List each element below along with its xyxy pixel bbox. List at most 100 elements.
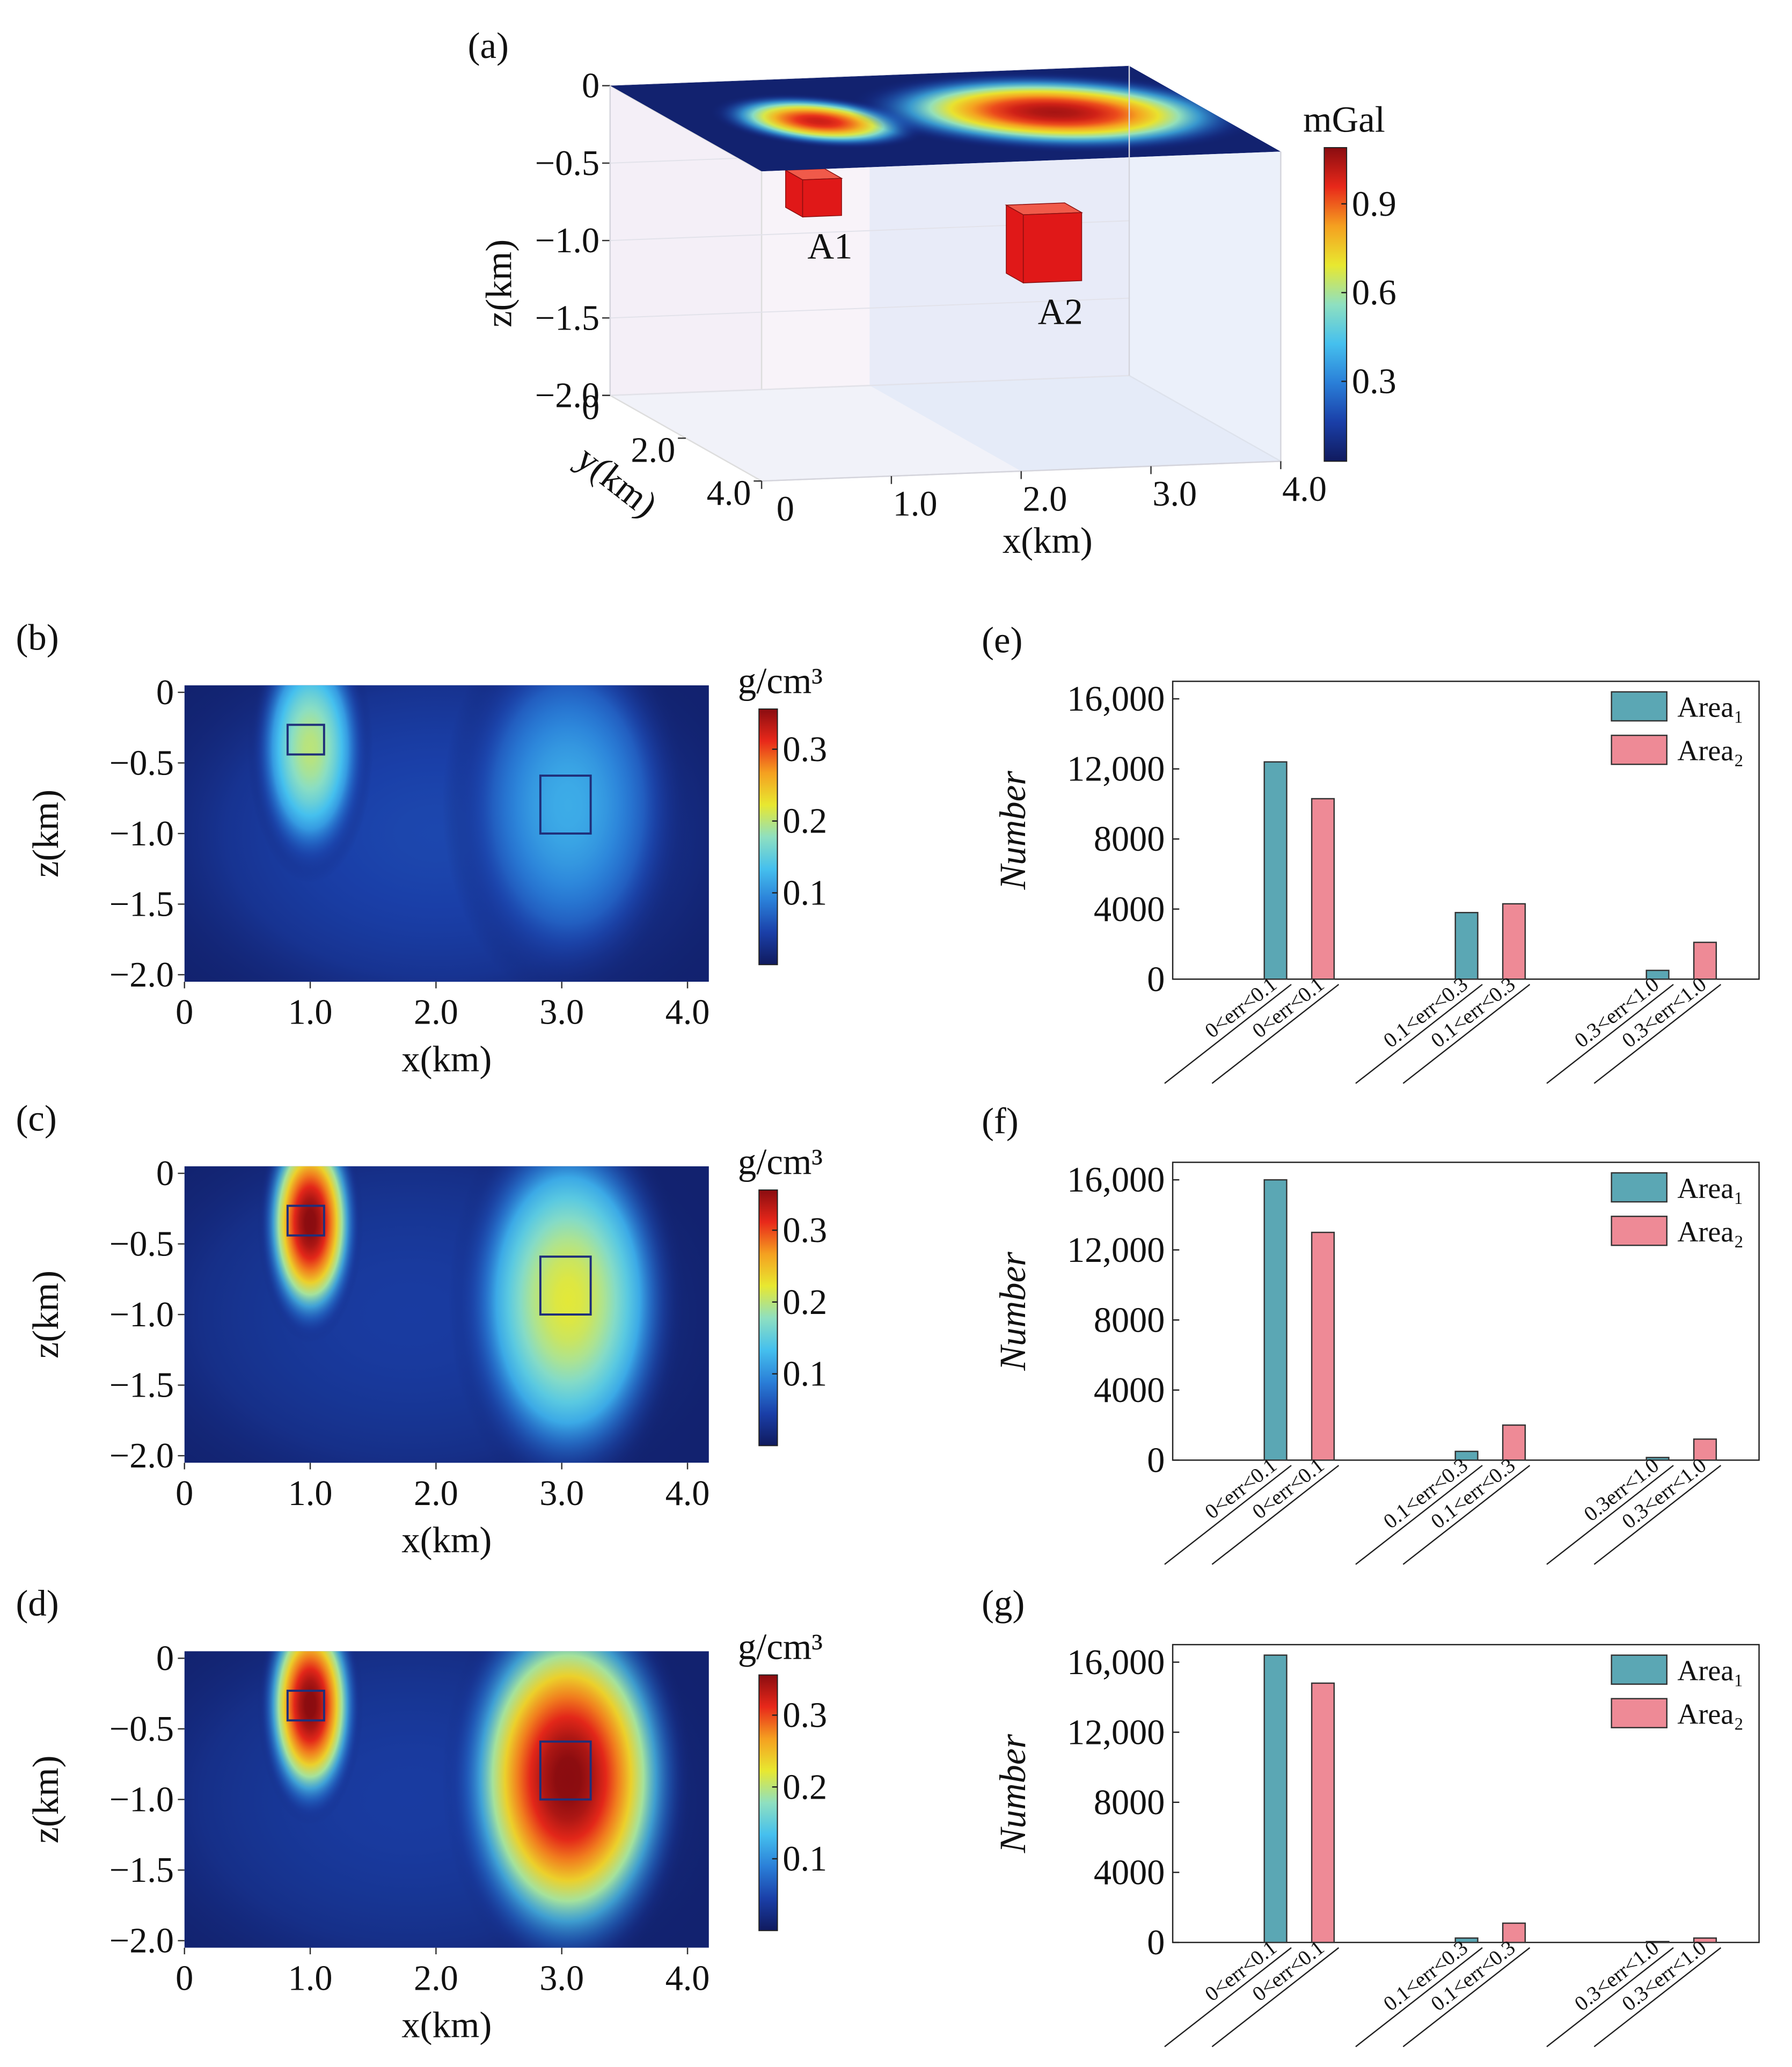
label-underline (1164, 1465, 1292, 1565)
x-tick-label: 0 (175, 1959, 193, 1998)
bar (1645, 969, 1670, 980)
density-map (184, 1651, 709, 1948)
bar (1263, 761, 1288, 980)
bar (1454, 1937, 1479, 1944)
y-tick-label: −0.5 (109, 1225, 174, 1264)
body-label: A2 (1038, 291, 1083, 332)
model-outline (286, 1204, 325, 1237)
colorbar-title: g/cm³ (738, 1626, 823, 1667)
y-tick-label: 16,000 (1067, 1643, 1165, 1682)
label-underline (1402, 1465, 1531, 1565)
y-axis-title: Number (992, 1252, 1033, 1371)
model-outline (539, 1740, 592, 1801)
plot-frame (1172, 1162, 1760, 1461)
label-underline (1164, 1947, 1292, 2048)
y-tick-label: 8000 (1094, 820, 1165, 859)
y-axis-title: z(km) (25, 790, 66, 878)
colorbar (1323, 147, 1348, 462)
x-tick-label: 1.0 (288, 993, 333, 1032)
label-underline (1593, 1947, 1722, 2048)
density-anomaly (442, 685, 694, 982)
panel-label: (d) (16, 1583, 58, 1624)
model-outline (286, 1690, 325, 1722)
legend-label: Area₁ (1677, 1654, 1744, 1686)
y-tick-label: −0.5 (109, 744, 174, 783)
legend-label: Area₁ (1677, 1172, 1744, 1204)
y-tick-label: −1.0 (109, 1295, 174, 1334)
label-underline (1211, 1465, 1340, 1565)
z-tick-label: −2.0 (535, 376, 599, 415)
legend-label: Area₂ (1677, 735, 1744, 767)
label-underline (1402, 984, 1531, 1084)
label-underline (1546, 1947, 1674, 2048)
label-underline (1164, 984, 1292, 1084)
grid-line (610, 65, 1130, 86)
panel-label: (b) (16, 617, 58, 658)
bar (1263, 1179, 1288, 1461)
z-axis-title: z(km) (479, 239, 520, 327)
x-tick-label: 2.0 (1023, 479, 1067, 518)
legend-swatch (1611, 1698, 1667, 1728)
model-outline (539, 1255, 592, 1316)
y-tick-label: 0 (156, 673, 174, 712)
y-tick-label: −1.0 (109, 814, 174, 853)
bar (1263, 1654, 1288, 1944)
label-underline (1402, 1947, 1531, 2048)
bar (1311, 1231, 1335, 1461)
y-tick-label: −1.5 (109, 1366, 174, 1405)
z-tick-label: −1.0 (535, 221, 599, 260)
bar (1454, 911, 1479, 980)
panel-label: (e) (982, 619, 1022, 660)
legend-swatch (1611, 734, 1667, 765)
x-axis-title: x(km) (401, 1039, 492, 1079)
x-axis-title: x(km) (401, 2005, 492, 2046)
label-underline (1211, 984, 1340, 1084)
label-underline (1355, 1465, 1483, 1565)
y-tick-label: 4000 (1094, 890, 1165, 929)
x-tick-label: 0 (175, 993, 193, 1032)
bar (1502, 1424, 1526, 1461)
density-anomaly (257, 1651, 363, 1825)
colorbar-tick-label: 0.3 (1352, 362, 1396, 401)
y-tick-label: 0 (1147, 1441, 1165, 1480)
colorbar (758, 1674, 778, 1931)
label-underline (1546, 1465, 1674, 1565)
label-underline (1355, 984, 1483, 1084)
y-tick-label: 4.0 (707, 473, 751, 513)
y-tick-label: −2.0 (109, 1436, 174, 1476)
model-outline (539, 775, 592, 835)
y-tick-label: 16,000 (1067, 680, 1165, 719)
plot-frame (1172, 1644, 1760, 1944)
z-tick-label: −0.5 (535, 144, 599, 183)
y-tick-label: 0 (1147, 960, 1165, 999)
bar (1311, 1682, 1335, 1944)
z-tick-label: −1.5 (535, 298, 599, 338)
body-label: A1 (808, 225, 853, 266)
x-tick-label: 3.0 (539, 993, 584, 1032)
y-tick-label: −2.0 (109, 1922, 174, 1961)
x-tick-label: 2.0 (414, 1474, 458, 1513)
top-surface (610, 65, 1281, 172)
y-axis-title: z(km) (25, 1270, 66, 1358)
density-anomaly (257, 1166, 363, 1343)
y-tick-label: 8000 (1094, 1783, 1165, 1822)
density-anomaly (442, 1651, 694, 1948)
body (1022, 212, 1082, 283)
legend-swatch (1611, 691, 1667, 722)
bar (1645, 1457, 1670, 1461)
y-tick-label: −1.5 (109, 1851, 174, 1890)
x-tick-label: 3.0 (539, 1474, 584, 1513)
label-underline (1593, 1465, 1722, 1565)
y-tick-label: 12,000 (1067, 1231, 1165, 1270)
colorbar-tick-label: 0.3 (782, 1211, 827, 1250)
y-tick-label: 12,000 (1067, 1713, 1165, 1752)
bar (1693, 1937, 1717, 1944)
colorbar-tick-label: 0.9 (1352, 185, 1396, 224)
y-tick-label: 2.0 (631, 431, 675, 470)
surface-map (610, 65, 1281, 172)
legend-label: Area₁ (1677, 691, 1744, 724)
y-tick-label: −1.0 (109, 1780, 174, 1820)
colorbar-tick-label: 0.3 (782, 1696, 827, 1735)
y-axis-title: Number (992, 1734, 1033, 1854)
